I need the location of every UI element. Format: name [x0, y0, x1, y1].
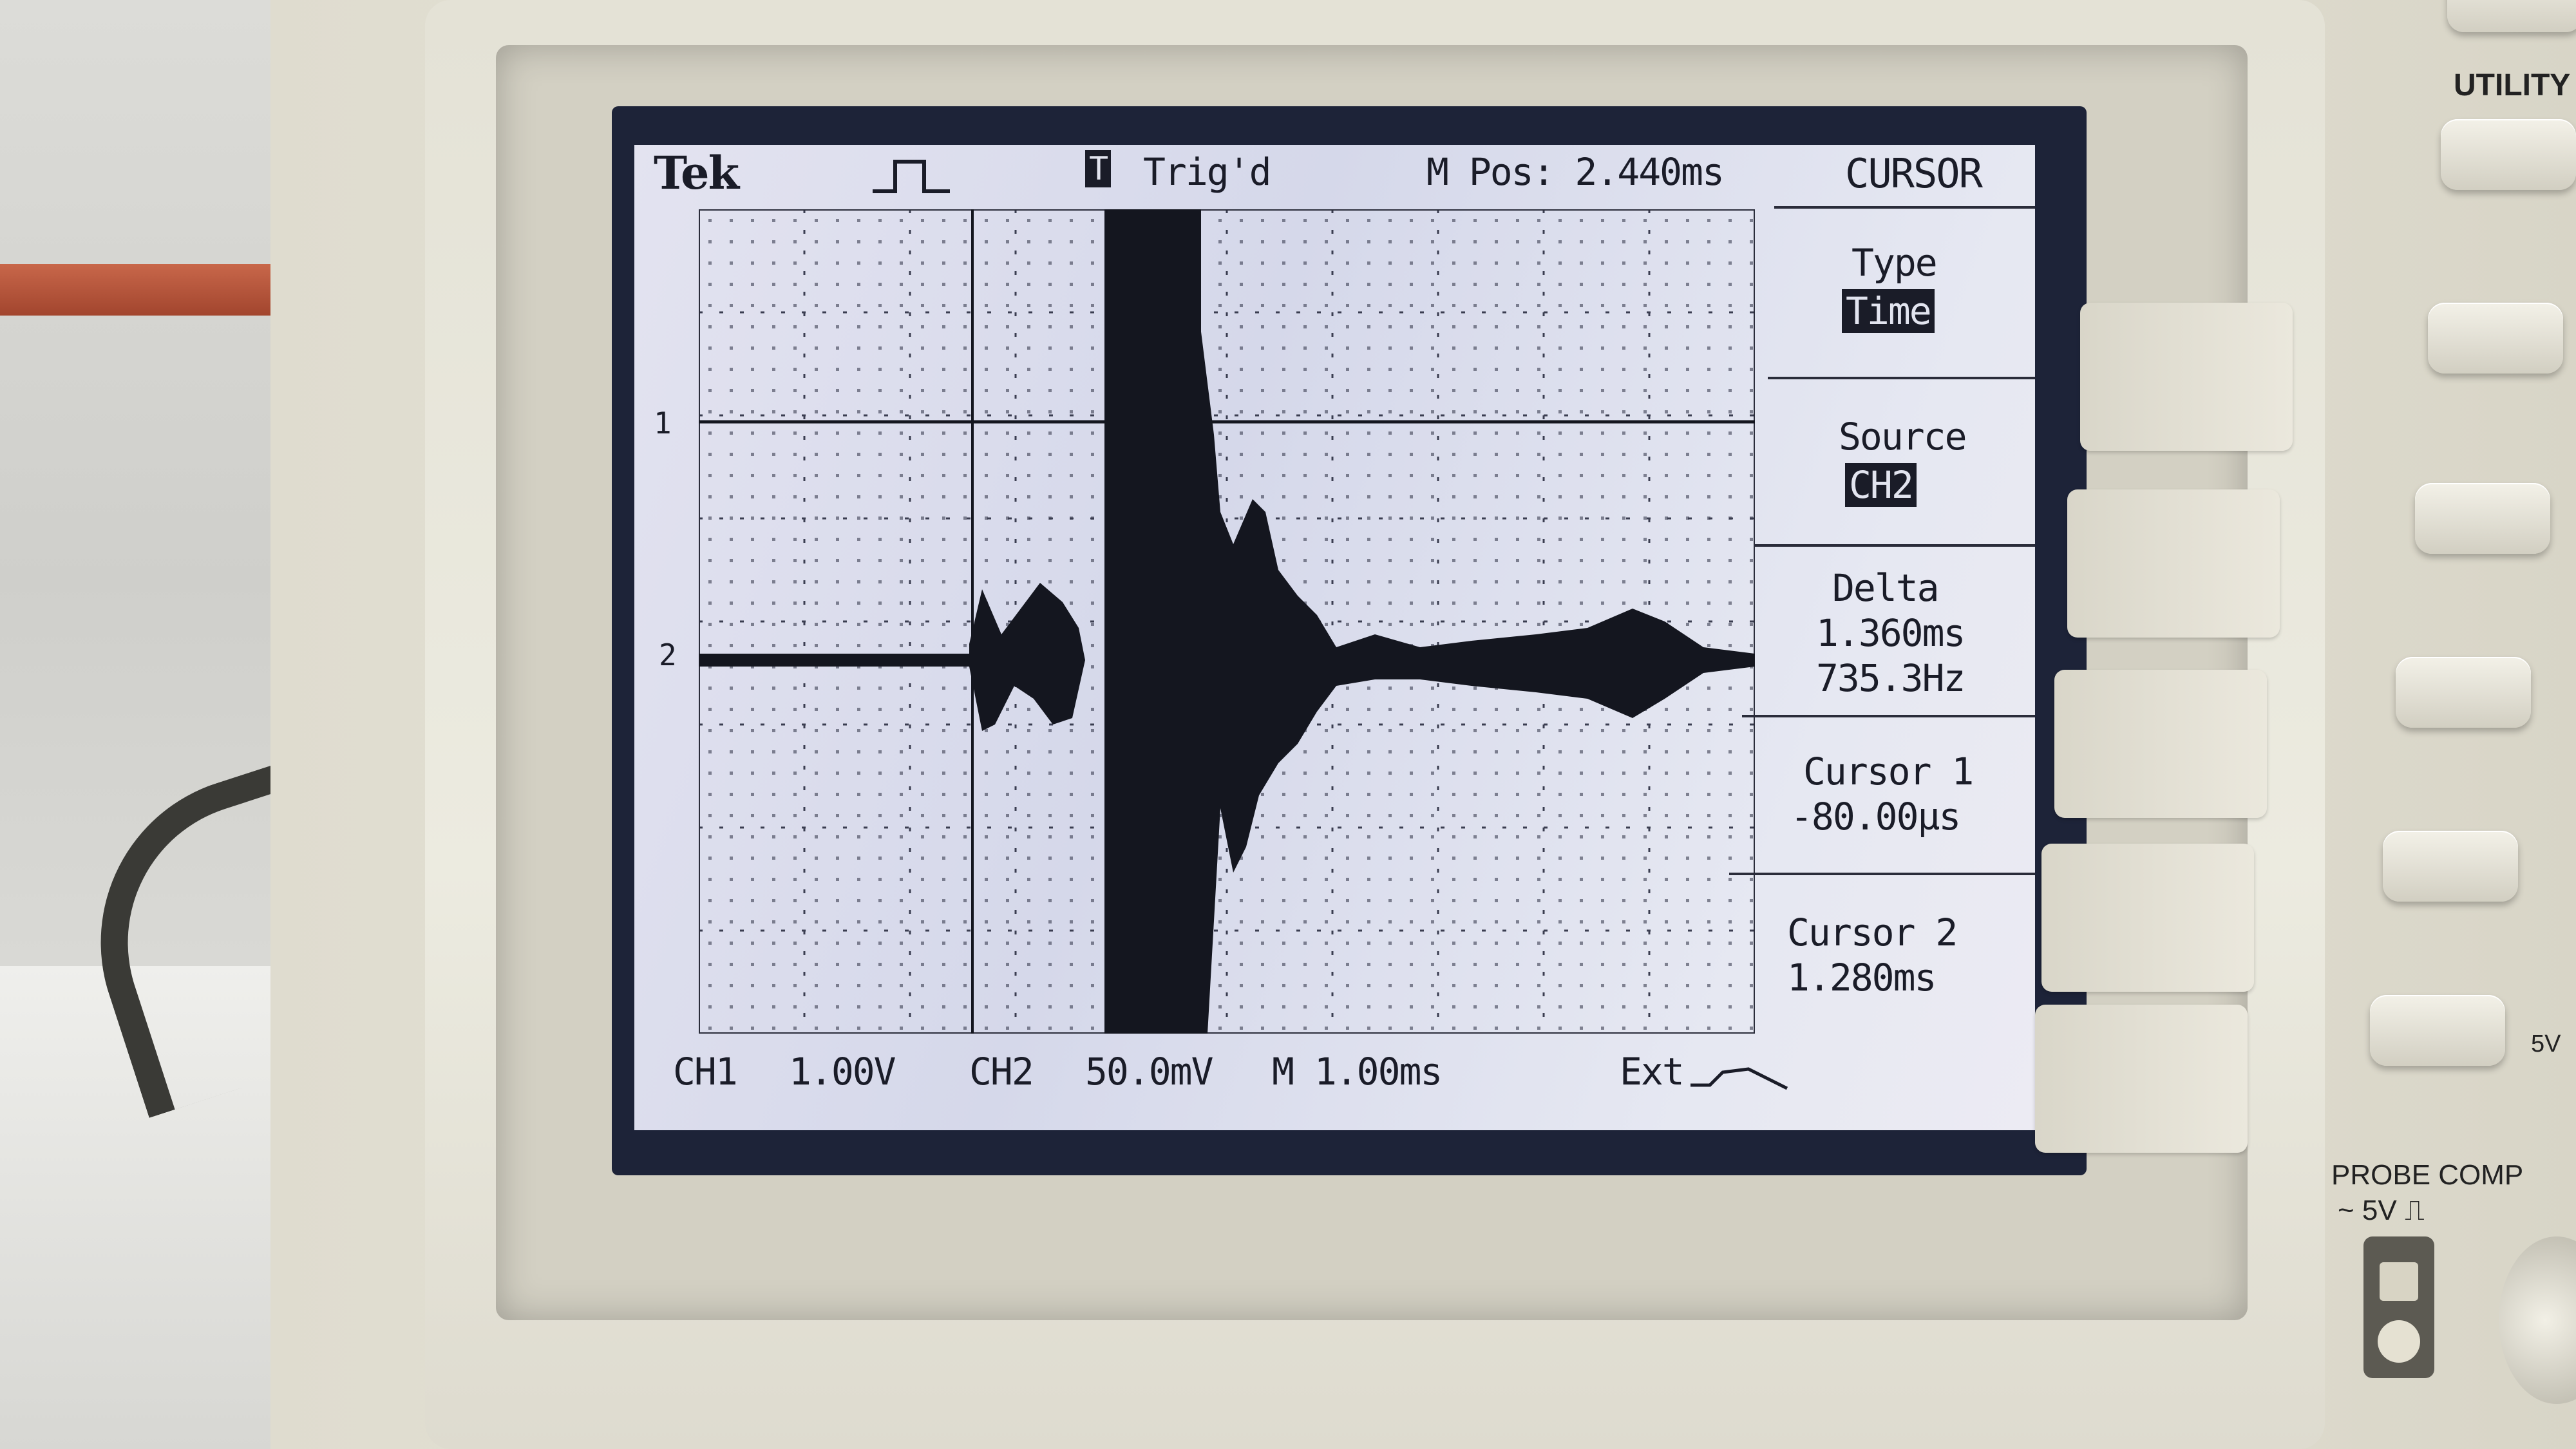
bezel-tab-3 [2054, 670, 2267, 818]
menu-cursor2-box[interactable]: Cursor 2 1.280ms [1729, 873, 2035, 1036]
probe-comp-label: PROBE COMP [2331, 1159, 2524, 1191]
menu-delta-time: 1.360ms [1816, 611, 1965, 655]
menu-source-label: Source [1839, 415, 1967, 459]
horizontal-position: M Pos: 2.440ms [1426, 150, 1725, 194]
menu-cursor1-box[interactable]: Cursor 1 -80.00µs [1742, 715, 2035, 875]
ch2-ground-marker: 2 [659, 638, 677, 672]
bezel-tab-1 [2080, 303, 2293, 451]
menu-cursor1-value: -80.00µs [1790, 795, 1961, 838]
trigger-badge: T [1085, 150, 1112, 187]
option-button-4[interactable] [2383, 831, 2518, 902]
menu-type-box[interactable]: Type Time [1774, 206, 2035, 363]
ch2-volts-div: 50.0mV [1085, 1050, 1214, 1094]
trigger-status: Trig'd [1143, 150, 1272, 194]
utility-button[interactable] [2441, 119, 2576, 190]
option-button-1[interactable] [2428, 303, 2563, 374]
ch2-label: CH2 [969, 1050, 1034, 1094]
menu-cursor1-label: Cursor 1 [1803, 750, 1974, 793]
bezel-tab-2 [2067, 489, 2280, 638]
menu-source-value: CH2 [1845, 463, 1917, 507]
menu-source-box[interactable]: Source CH2 [1768, 377, 2035, 540]
utility-label: UTILITY [2454, 68, 2571, 102]
probe-comp-value: ~ 5V ⎍ [2338, 1195, 2425, 1226]
background-shelf [0, 264, 270, 316]
ch1-label: CH1 [673, 1050, 738, 1094]
menu-cursor2-value: 1.280ms [1787, 956, 1937, 999]
ch1-volts-div: 1.00V [789, 1050, 896, 1094]
bezel-tab-5 [2035, 1005, 2248, 1153]
ch1-ground-marker: 1 [654, 406, 672, 440]
trigger-pulse-icon [873, 160, 950, 193]
option-button-3[interactable] [2396, 657, 2531, 728]
menu-type-value: Time [1842, 289, 1935, 333]
menu-delta-frequency: 735.3Hz [1816, 656, 1965, 700]
menu-delta-box: Delta 1.360ms 735.3Hz [1755, 544, 2035, 714]
probe-comp-terminal[interactable] [2363, 1236, 2434, 1378]
lcd-screen: Tek T Trig'd M Pos: 2.440ms [634, 145, 2035, 1130]
bezel-tab-4 [2041, 844, 2254, 992]
menu-type-label: Type [1852, 241, 1938, 285]
waveform-graticule [699, 209, 1755, 1034]
menu-cursor2-label: Cursor 2 [1787, 911, 1958, 954]
probe-comp-ground-contact [2378, 1320, 2420, 1363]
option-button-2[interactable] [2415, 483, 2550, 554]
knob-range-label: 5V [2531, 1030, 2561, 1057]
brand-logo: Tek [654, 146, 739, 200]
trigger-slope-icon [1690, 1067, 1788, 1090]
timebase-readout: M 1.00ms [1272, 1050, 1443, 1094]
option-button-5[interactable] [2370, 995, 2505, 1066]
probe-comp-signal-contact [2380, 1262, 2418, 1301]
trigger-source: Ext [1620, 1050, 1685, 1094]
menu-delta-label: Delta [1832, 566, 1940, 610]
menu-title: CURSOR [1845, 150, 1983, 197]
top-menu-button[interactable] [2447, 0, 2576, 32]
